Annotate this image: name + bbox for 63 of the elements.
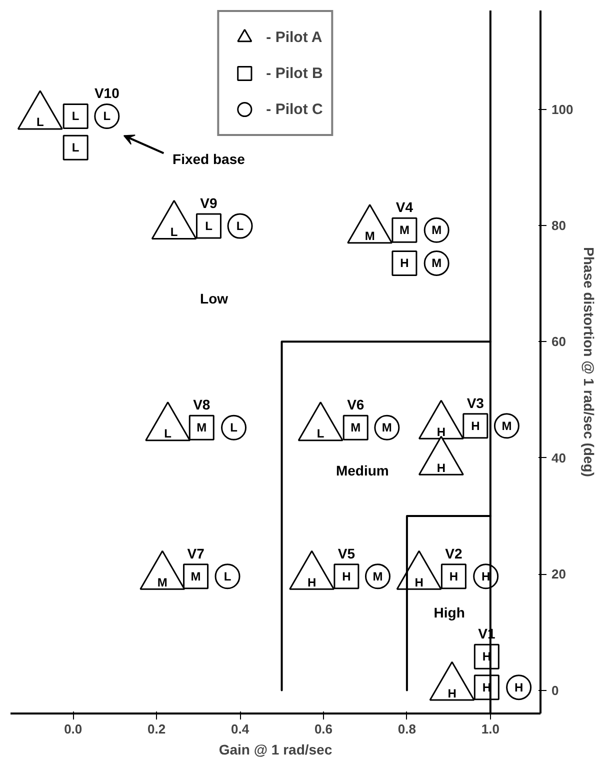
data-label: M <box>399 223 410 238</box>
annotation: V4 <box>396 199 414 216</box>
x-tick-label: 1.0 <box>481 722 500 736</box>
annotation: Fixed base <box>172 150 246 167</box>
data-label: M <box>432 223 442 238</box>
y-tick-label: 80 <box>552 218 566 233</box>
x-axis-title: Gain @ 1 rad/sec <box>218 742 332 758</box>
annotation: V9 <box>200 195 218 212</box>
y-tick-label: 40 <box>552 450 566 466</box>
data-label: H <box>482 569 490 584</box>
data-label: M <box>372 569 383 584</box>
data-label: M <box>502 418 512 433</box>
annotation: High <box>434 604 465 620</box>
x-tick-label: 0.6 <box>314 722 333 736</box>
annotation: Low <box>200 290 228 307</box>
annotation: V8 <box>193 396 210 413</box>
legend-label: - Pilot C <box>266 100 323 118</box>
data-label: L <box>36 115 44 130</box>
annotation: V6 <box>347 396 364 413</box>
y-tick-label: 20 <box>552 566 566 582</box>
data-label: H <box>307 575 316 590</box>
data-label: L <box>224 569 232 584</box>
data-label: H <box>400 256 409 270</box>
data-label: L <box>205 219 212 234</box>
data-label: H <box>449 569 458 584</box>
annotation: V2 <box>445 545 462 562</box>
data-label: L <box>230 420 238 435</box>
legend-label: - Pilot B <box>266 64 323 82</box>
y-tick-label: 60 <box>552 334 566 350</box>
annotation: V5 <box>338 545 356 562</box>
data-label: H <box>342 569 351 584</box>
data-label: H <box>448 686 456 700</box>
y-axis-title: Phase distortion @ 1 rad/sec (deg) <box>581 247 598 477</box>
data-label: M <box>364 229 375 244</box>
data-label: L <box>72 109 80 124</box>
data-label: M <box>196 420 207 435</box>
x-tick-label: 0.4 <box>230 722 250 736</box>
y-tick-label: 0 <box>552 682 559 698</box>
data-label: M <box>190 569 201 584</box>
x-tick-label: 0.0 <box>64 722 82 736</box>
annotation: V7 <box>187 545 205 562</box>
data-label: H <box>414 575 424 590</box>
data-label: L <box>164 426 172 441</box>
data-label: M <box>157 575 168 590</box>
x-tick-label: 0.2 <box>148 722 166 736</box>
annotation: V3 <box>466 394 484 411</box>
data-label: H <box>471 418 480 433</box>
data-label: M <box>432 256 442 270</box>
legend-label: - Pilot A <box>266 28 322 46</box>
y-tick-label: 100 <box>552 102 574 117</box>
data-label: H <box>436 424 446 439</box>
data-label: H <box>436 460 446 475</box>
data-label: M <box>350 420 361 435</box>
data-label: L <box>236 219 244 234</box>
x-tick-label: 0.8 <box>398 722 416 736</box>
annotation: Medium <box>336 462 389 478</box>
data-label: L <box>72 140 80 155</box>
data-label: H <box>514 680 524 694</box>
data-label: L <box>170 225 178 240</box>
data-label: L <box>316 426 324 441</box>
data-label: L <box>103 109 111 124</box>
annotation: V10 <box>94 85 120 102</box>
data-label: M <box>382 420 392 435</box>
